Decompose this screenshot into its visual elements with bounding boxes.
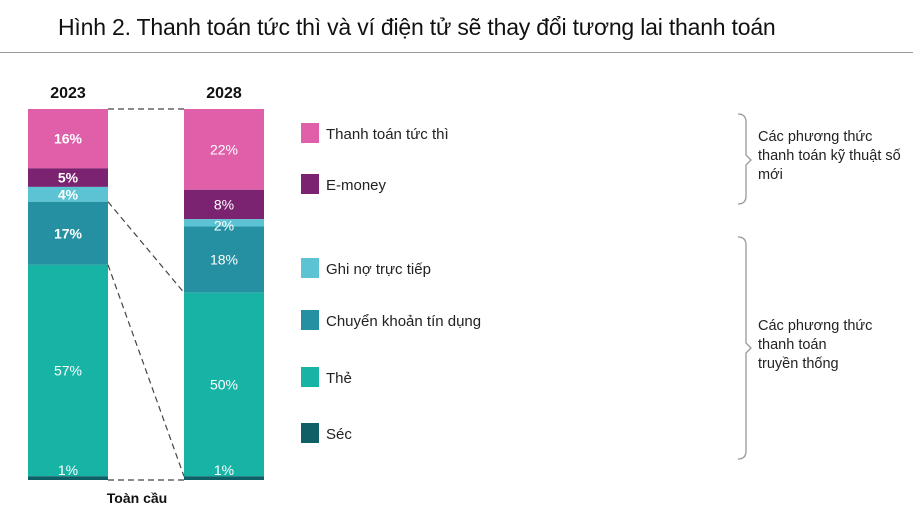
group-label-0-line-0: Các phương thức <box>758 129 872 145</box>
data-label-2028-0: 22% <box>210 141 238 157</box>
data-label-2023-3: 17% <box>54 225 83 241</box>
data-label-2023-5: 1% <box>58 462 78 478</box>
group-label-1-line-2: truyền thống <box>758 356 839 372</box>
bar-2023-segment-2 <box>28 186 108 202</box>
data-label-2028-1: 8% <box>214 197 234 213</box>
bar-2023-segment-5 <box>28 476 108 480</box>
data-label-2023-1: 5% <box>58 170 79 186</box>
bar-2028-segment-1 <box>184 189 264 220</box>
legend-label-4: Thẻ <box>326 370 352 387</box>
year-label-2023: 2023 <box>50 85 86 102</box>
legend-swatch-2 <box>301 258 319 278</box>
legend-label-2: Ghi nợ trực tiếp <box>326 261 431 278</box>
legend-label-3: Chuyển khoản tín dụng <box>326 313 481 330</box>
group-label-1-line-0: Các phương thức <box>758 318 872 334</box>
bar-2023-segment-0 <box>28 109 108 169</box>
group-brace-0 <box>737 113 752 205</box>
connector-line-2 <box>107 264 185 477</box>
data-label-2028-3: 18% <box>210 252 238 268</box>
bar-2028-segment-2 <box>184 219 264 227</box>
legend-label-1: E-money <box>326 177 387 194</box>
data-label-2023-0: 16% <box>54 131 83 147</box>
legend-swatch-4 <box>301 367 319 387</box>
group-label-1-line-1: thanh toán <box>758 337 827 353</box>
legend-swatch-5 <box>301 423 319 443</box>
bar-2023-segment-4 <box>28 264 108 477</box>
data-label-2028-2: 2% <box>214 218 234 234</box>
bar-2028-segment-4 <box>184 292 264 477</box>
legend-label-0: Thanh toán tức thì <box>326 126 449 143</box>
group-label-0-line-1: thanh toán kỹ thuật số <box>758 148 901 164</box>
data-label-2023-4: 57% <box>54 363 82 379</box>
title-divider <box>0 52 913 53</box>
data-label-2028-5: 1% <box>214 462 234 478</box>
chart-title: Hình 2. Thanh toán tức thì và ví điện tử… <box>58 14 776 40</box>
data-label-2028-4: 50% <box>210 376 238 392</box>
group-label-0-line-2: mới <box>758 167 783 183</box>
legend-swatch-1 <box>301 174 319 194</box>
legend-label-5: Séc <box>326 426 352 443</box>
group-brace-1 <box>737 236 752 460</box>
x-axis-label: Toàn cầu <box>107 490 167 506</box>
connector-line-1 <box>107 201 185 294</box>
data-label-2023-2: 4% <box>58 186 79 202</box>
legend-swatch-0 <box>301 123 319 143</box>
year-label-2028: 2028 <box>206 85 242 102</box>
bar-2023-segment-1 <box>28 168 108 187</box>
bar-2028-segment-0 <box>184 109 264 190</box>
legend-swatch-3 <box>301 310 319 330</box>
bar-2028-segment-3 <box>184 226 264 293</box>
bar-2028-segment-5 <box>184 476 264 480</box>
bar-2023-segment-3 <box>28 201 108 265</box>
